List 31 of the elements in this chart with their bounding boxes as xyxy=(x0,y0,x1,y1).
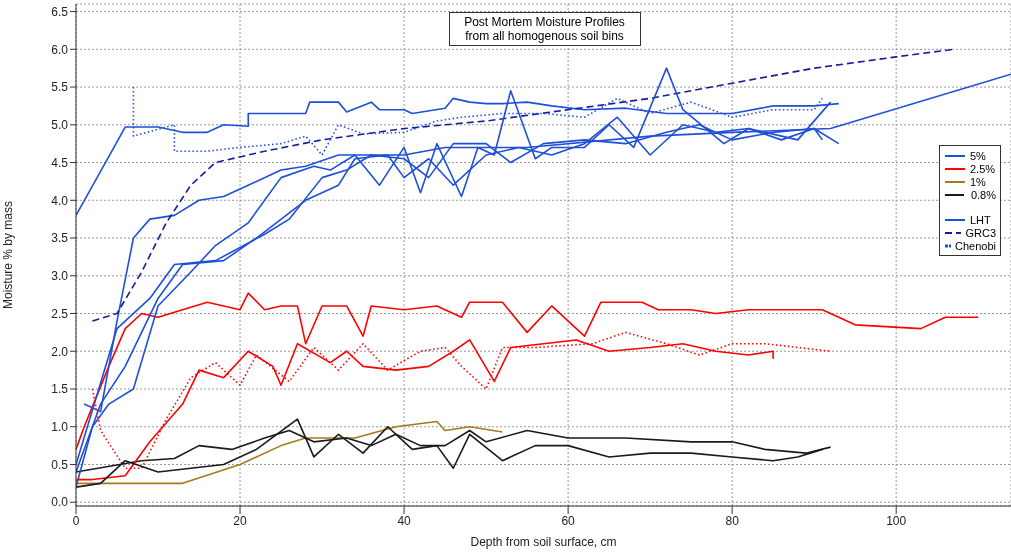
y-axis-title: Moisture % by mass xyxy=(1,200,16,310)
x-axis-title: Depth from soil surface, cm xyxy=(470,535,617,549)
y-tick-label: 5.0 xyxy=(51,118,69,133)
y-tick-label: 3.0 xyxy=(51,269,69,284)
x-tick-label: 60 xyxy=(561,513,576,528)
x-tick-label: 100 xyxy=(886,513,907,528)
x-tick-label: 40 xyxy=(397,513,412,528)
text: Post Mortem Moisture Profiles xyxy=(463,15,626,29)
legend-label: 1% xyxy=(970,175,986,188)
y-tick-label: 0.0 xyxy=(51,495,69,510)
legend-label: GRC3 xyxy=(965,226,996,239)
y-tick-label: 4.5 xyxy=(51,155,69,170)
y-tick-label: 1.5 xyxy=(51,382,69,397)
text: from all homogenous soil bins xyxy=(464,29,625,43)
x-tick-label: 80 xyxy=(725,513,740,528)
y-tick-label: 2.0 xyxy=(51,344,69,359)
legend-label: 0.8% xyxy=(969,188,996,201)
legend-label: 2.5% xyxy=(970,162,996,175)
y-tick-label: 3.5 xyxy=(51,231,69,246)
y-tick-label: 1.0 xyxy=(51,420,69,434)
legend-label: LHT xyxy=(970,213,991,226)
y-tick-label: 4.0 xyxy=(51,193,69,208)
y-tick-label: 5.5 xyxy=(51,80,69,95)
y-tick-label: 6.5 xyxy=(51,4,69,19)
x-tick-label: 20 xyxy=(233,513,248,528)
legend-label: Chenobi xyxy=(955,239,996,252)
x-tick-label: 0 xyxy=(72,513,80,528)
y-tick-label: 6.0 xyxy=(51,42,69,57)
y-tick-label: 2.5 xyxy=(51,306,69,321)
legend-label: 5% xyxy=(970,149,986,162)
y-tick-label: 0.5 xyxy=(51,457,69,472)
